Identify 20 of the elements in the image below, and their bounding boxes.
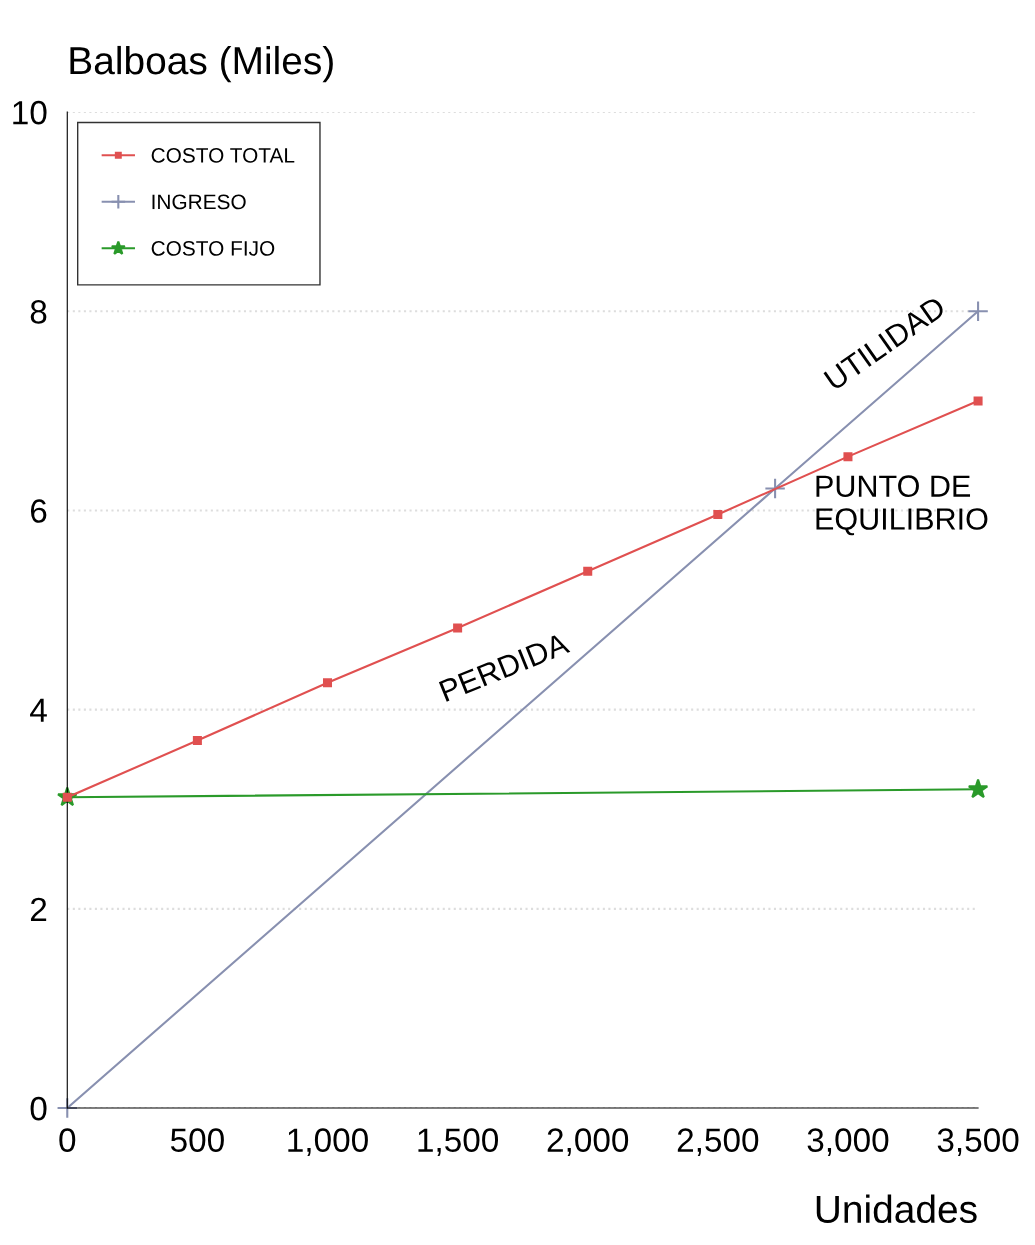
legend-label: COSTO TOTAL <box>151 148 295 163</box>
y-axis-title: Balboas (Miles) <box>70 45 333 83</box>
x-tick-label: 3,000 <box>807 1128 889 1156</box>
x-tick-label: 2,500 <box>677 1128 759 1156</box>
x-axis-title: Unidades <box>816 1194 977 1224</box>
legend-label: INGRESO <box>152 194 246 210</box>
annotation: PUNTO DE EQUILIBRIO <box>816 475 988 536</box>
y-tick-label: 10 <box>13 100 47 125</box>
y-tick-label: 0 <box>30 1096 47 1121</box>
x-tick-label: 3,500 <box>937 1128 1019 1156</box>
x-tick-label: 500 <box>170 1128 224 1152</box>
x-tick-label: 1,000 <box>288 1128 368 1156</box>
legend-label: COSTO FIJO <box>151 241 275 256</box>
y-tick-label: 2 <box>30 897 47 921</box>
x-tick-label: 0 <box>59 1128 76 1152</box>
x-tick-label: 2,000 <box>547 1128 629 1156</box>
y-tick-label: 4 <box>30 698 47 722</box>
y-tick-label: 8 <box>30 300 47 324</box>
x-tick-label: 1,500 <box>418 1128 499 1156</box>
y-tick-label: 6 <box>30 499 47 523</box>
